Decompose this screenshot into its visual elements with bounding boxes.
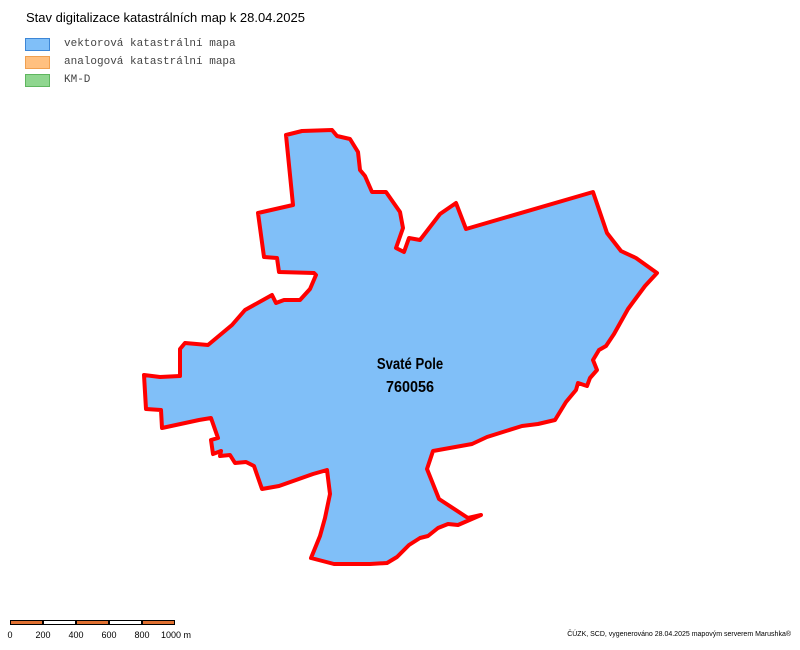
legend-item-kmd: KM-D xyxy=(25,71,236,89)
map-title: Stav digitalizace katastrálních map k 28… xyxy=(26,10,305,25)
legend: vektorová katastrální mapa analogová kat… xyxy=(25,35,236,89)
scale-label: 200 xyxy=(35,630,51,640)
map-credit: ČÚZK, SCD, vygenerováno 28.04.2025 mapov… xyxy=(567,631,791,638)
scale-label: 0 xyxy=(7,630,13,640)
scale-label: 600 xyxy=(101,630,117,640)
scale-segment xyxy=(43,620,76,625)
scale-segment xyxy=(10,620,43,625)
legend-label-analog: analogová katastrální mapa xyxy=(64,56,236,68)
legend-swatch-kmd xyxy=(25,73,50,87)
scale-segment xyxy=(142,620,175,625)
scale-segment xyxy=(76,620,109,625)
scale-label: 1000 m xyxy=(160,630,192,640)
cadastral-area-polygon[interactable] xyxy=(142,128,659,566)
scale-bar: 0 200 400 600 800 1000 m xyxy=(7,620,191,642)
scale-bar-segments xyxy=(10,620,175,625)
legend-label-kmd: KM-D xyxy=(64,74,91,86)
legend-swatch-vector xyxy=(25,37,50,51)
cadastral-area-name: Svaté Pole xyxy=(377,356,443,373)
scale-labels: 0 200 400 600 800 1000 m xyxy=(7,630,191,642)
scale-label: 800 xyxy=(134,630,150,640)
legend-item-analog: analogová katastrální mapa xyxy=(25,53,236,71)
cadastral-area-code: 760056 xyxy=(386,378,434,396)
legend-item-vector: vektorová katastrální mapa xyxy=(25,35,236,53)
legend-label-vector: vektorová katastrální mapa xyxy=(64,38,236,50)
scale-segment xyxy=(109,620,142,625)
scale-label: 400 xyxy=(68,630,84,640)
legend-swatch-analog xyxy=(25,55,50,69)
